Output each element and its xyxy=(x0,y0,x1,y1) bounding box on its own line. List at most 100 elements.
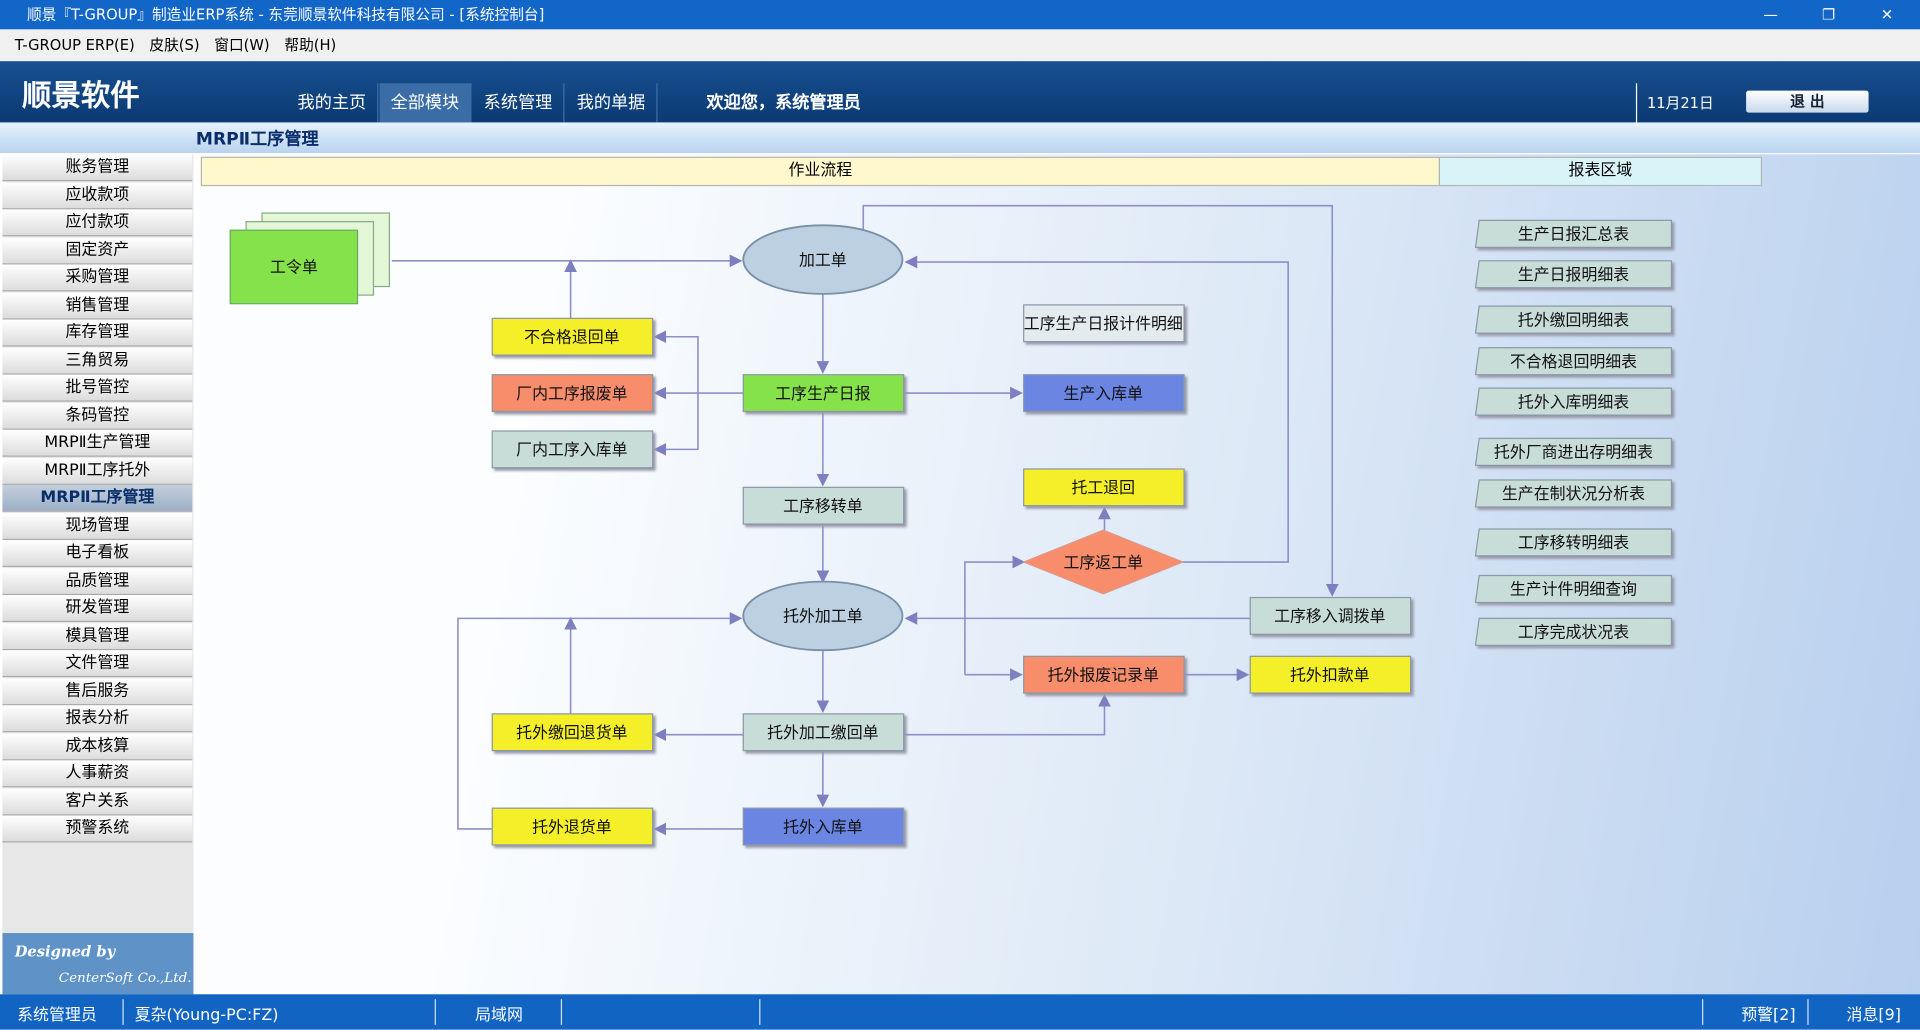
flow-node[interactable] xyxy=(491,374,654,413)
module-bar: MRPⅡ工序管理 xyxy=(0,122,1920,154)
status-bar: 系统管理员 夏杂(Young-PC:FZ) 局域网 预警[2] 消息[9] xyxy=(0,994,1920,1030)
report-button[interactable] xyxy=(1474,528,1673,557)
sidebar-item[interactable]: 模具管理 xyxy=(2,622,193,650)
sidebar-item[interactable]: 库存管理 xyxy=(2,319,193,347)
report-button[interactable] xyxy=(1474,574,1673,604)
sidebar-item[interactable]: 采购管理 xyxy=(2,264,193,292)
flow-node[interactable] xyxy=(491,317,654,356)
connector xyxy=(457,612,743,830)
nav-tab[interactable]: 我的主页 xyxy=(287,83,379,123)
connector xyxy=(653,393,699,456)
node-label: 厂内工序报废单 xyxy=(516,384,627,403)
sidebar-item[interactable]: 售后服务 xyxy=(2,677,193,705)
menu-bar: T-GROUP ERP(E) 皮肤(S) 窗口(W) 帮助(H) xyxy=(0,29,1920,63)
report-button[interactable] xyxy=(1474,347,1673,376)
sidebar-item[interactable]: 现场管理 xyxy=(2,512,193,540)
flow-node[interactable] xyxy=(742,486,905,525)
status-divider xyxy=(1702,999,1704,1025)
sidebar-item[interactable]: 品质管理 xyxy=(2,567,193,595)
report-button[interactable] xyxy=(1474,260,1673,289)
node-label: 托工退回 xyxy=(1071,478,1135,497)
menu-item[interactable]: 帮助(H) xyxy=(284,36,337,54)
sidebar-item[interactable]: 应付款项 xyxy=(2,209,193,237)
close[interactable]: ✕ xyxy=(1880,6,1894,24)
sidebar-item[interactable]: MRPⅡ生产管理 xyxy=(2,429,193,457)
sidebar-item[interactable]: 账务管理 xyxy=(2,154,193,182)
report-label: 托外厂商进出存明细表 xyxy=(1494,443,1653,462)
sidebar-item[interactable]: 报表分析 xyxy=(2,705,193,733)
report-button[interactable] xyxy=(1474,219,1673,248)
flow-node[interactable] xyxy=(1022,529,1185,595)
sidebar-item[interactable]: 成本核算 xyxy=(2,732,193,760)
node-label: 托外缴回退货单 xyxy=(516,723,627,742)
nav-tab[interactable]: 全部模块 xyxy=(379,83,472,123)
report-label: 工序移转明细表 xyxy=(1518,533,1629,552)
node-label: 生产入库单 xyxy=(1063,384,1143,403)
flow-node[interactable] xyxy=(1249,596,1412,635)
header: 顺景软件 欢迎您，系统管理员 11月21日 退 出 我的主页 全部模块 系统管理 我的… xyxy=(0,61,1920,123)
report-button[interactable] xyxy=(1474,479,1673,508)
sidebar-item[interactable]: 条码管控 xyxy=(2,402,193,430)
flow-node[interactable] xyxy=(491,430,654,469)
flow-node[interactable] xyxy=(742,374,905,413)
nav-tab[interactable]: 我的单据 xyxy=(566,83,658,123)
status-divider xyxy=(560,999,563,1025)
menu-item[interactable]: 皮肤(S) xyxy=(149,36,200,54)
status-item: 消息[9] xyxy=(1846,1006,1901,1025)
status-item: 夏杂(Young-PC:FZ) xyxy=(134,1006,279,1025)
sidebar-item[interactable]: 批号管控 xyxy=(2,374,193,402)
tab[interactable]: 作业流程 xyxy=(200,156,1441,187)
flow-node[interactable] xyxy=(491,807,654,846)
flow-node[interactable] xyxy=(1023,468,1185,507)
report-button[interactable] xyxy=(1474,305,1673,334)
flow-node[interactable] xyxy=(742,224,904,295)
flow-area: 作业流程 报表区域 xyxy=(199,154,1920,995)
flow-node[interactable] xyxy=(742,580,904,652)
flow-node[interactable] xyxy=(1023,374,1185,413)
report-button[interactable] xyxy=(1474,387,1673,416)
flow-node[interactable] xyxy=(742,713,905,752)
date: 11月21日 xyxy=(1635,83,1714,123)
status-divider xyxy=(1807,999,1809,1025)
sidebar-item[interactable]: MRPⅡ工序托外 xyxy=(2,457,193,485)
tab[interactable]: 报表区域 xyxy=(1438,156,1763,187)
connector xyxy=(903,693,1111,736)
flow-node[interactable] xyxy=(1023,655,1185,694)
menu-item[interactable]: T-GROUP ERP(E) xyxy=(14,36,135,54)
node-label: 托外报废记录单 xyxy=(1048,665,1159,684)
maximize[interactable]: ❐ xyxy=(1822,6,1836,24)
sidebar-item[interactable]: 客户关系 xyxy=(2,787,193,815)
node-label: 厂内工序入库单 xyxy=(516,440,627,459)
report-label: 生产计件明细查询 xyxy=(1510,580,1637,599)
minimize[interactable]: — xyxy=(1763,6,1778,24)
flow-node[interactable] xyxy=(1023,304,1185,343)
node-label: 工序生产日报 xyxy=(775,384,871,403)
sidebar-item[interactable]: 销售管理 xyxy=(2,292,193,319)
sidebar-item[interactable]: 预警系统 xyxy=(2,815,193,843)
sidebar-item[interactable]: 研发管理 xyxy=(2,595,193,623)
node-label: 工序生产日报计件明细 xyxy=(1024,314,1183,333)
sidebar-item[interactable]: 固定资产 xyxy=(2,236,193,264)
sidebar-item[interactable]: 三角贸易 xyxy=(2,347,193,375)
flow-node[interactable] xyxy=(1249,655,1412,694)
flow-node[interactable] xyxy=(491,713,654,752)
flow-node[interactable] xyxy=(229,229,359,305)
report-button[interactable] xyxy=(1474,617,1673,646)
menu-item[interactable]: 窗口(W) xyxy=(214,36,270,54)
report-button[interactable] xyxy=(1474,437,1673,466)
nav-tab[interactable]: 系统管理 xyxy=(473,83,565,123)
sidebar-item[interactable]: 电子看板 xyxy=(2,540,193,567)
sidebar-item[interactable]: MRPⅡ工序管理 xyxy=(2,484,193,512)
sidebar: Designed by CenterSoft Co.,Ltd. 账务管理 应收款项… xyxy=(2,154,194,995)
designed-by: Designed by CenterSoft Co.,Ltd. xyxy=(2,933,194,995)
node-label: 托外入库单 xyxy=(783,817,863,836)
report-label: 不合格退回明细表 xyxy=(1510,352,1637,371)
sidebar-item[interactable]: 文件管理 xyxy=(2,650,193,678)
sidebar-item[interactable]: 应收款项 xyxy=(2,181,193,209)
flow-node[interactable] xyxy=(742,807,905,846)
exit-button[interactable]: 退 出 xyxy=(1746,90,1869,113)
sidebar-item[interactable]: 人事薪资 xyxy=(2,760,193,788)
